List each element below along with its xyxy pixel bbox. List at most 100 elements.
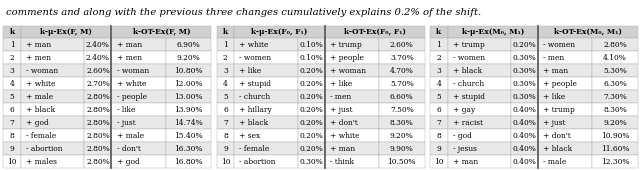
Text: + trump: + trump — [330, 41, 362, 49]
Bar — [298, 155, 325, 168]
Text: 9.90%: 9.90% — [390, 145, 413, 153]
Text: 3: 3 — [436, 67, 441, 75]
Bar — [379, 116, 425, 129]
Text: + black: + black — [452, 67, 482, 75]
Bar — [325, 64, 379, 77]
Text: 2.80%: 2.80% — [86, 119, 110, 127]
Text: + stupid: + stupid — [239, 80, 271, 88]
Bar — [447, 142, 511, 155]
Bar — [325, 142, 379, 155]
Text: 12.00%: 12.00% — [174, 80, 203, 88]
Bar — [592, 64, 638, 77]
Bar — [234, 103, 298, 116]
Text: 0.40%: 0.40% — [513, 119, 536, 127]
Text: 7.50%: 7.50% — [390, 106, 413, 114]
Bar — [234, 116, 298, 129]
Text: 6.90%: 6.90% — [177, 41, 200, 49]
Text: 5: 5 — [436, 93, 441, 101]
Bar — [21, 116, 84, 129]
Bar — [430, 103, 447, 116]
Text: 0.20%: 0.20% — [300, 67, 323, 75]
Text: + men: + men — [116, 54, 141, 62]
Bar — [216, 116, 234, 129]
Bar — [325, 77, 379, 90]
Bar — [379, 142, 425, 155]
Bar — [234, 38, 298, 52]
Text: + god: + god — [116, 158, 140, 166]
Bar — [430, 77, 447, 90]
Bar — [3, 64, 21, 77]
Bar — [3, 77, 21, 90]
Text: - jesus: - jesus — [452, 145, 477, 153]
Bar — [592, 38, 638, 52]
Text: 8: 8 — [223, 132, 228, 140]
Text: 0.20%: 0.20% — [513, 41, 536, 49]
Text: 2.80%: 2.80% — [86, 93, 110, 101]
Text: + black: + black — [543, 145, 572, 153]
Bar — [111, 90, 166, 103]
Text: - abortion: - abortion — [239, 158, 276, 166]
Bar — [511, 52, 538, 64]
Bar — [538, 103, 592, 116]
Text: 5.30%: 5.30% — [604, 67, 627, 75]
Text: 0.20%: 0.20% — [300, 145, 323, 153]
Text: + gay: + gay — [452, 106, 475, 114]
Bar — [447, 155, 511, 168]
Text: - people: - people — [116, 93, 147, 101]
Bar — [166, 64, 211, 77]
Text: + man: + man — [543, 67, 568, 75]
Text: + woman: + woman — [330, 67, 366, 75]
Text: + man: + man — [330, 145, 355, 153]
Text: + people: + people — [330, 54, 364, 62]
Bar — [325, 155, 379, 168]
Bar — [3, 129, 21, 142]
Bar — [298, 116, 325, 129]
Bar — [447, 26, 538, 38]
Bar — [430, 38, 447, 52]
Text: 9: 9 — [10, 145, 15, 153]
Text: + black: + black — [26, 106, 55, 114]
Bar — [166, 52, 211, 64]
Bar — [447, 90, 511, 103]
Bar — [511, 64, 538, 77]
Text: 0.20%: 0.20% — [300, 132, 323, 140]
Bar — [111, 142, 166, 155]
Bar — [166, 103, 211, 116]
Bar — [234, 64, 298, 77]
Text: 6: 6 — [436, 106, 441, 114]
Bar — [166, 155, 211, 168]
Bar — [511, 77, 538, 90]
Text: 4.70%: 4.70% — [390, 67, 414, 75]
Text: 8.30%: 8.30% — [604, 106, 627, 114]
Text: 16.30%: 16.30% — [174, 145, 203, 153]
Bar — [447, 116, 511, 129]
Bar — [430, 155, 447, 168]
Bar — [430, 90, 447, 103]
Text: 9: 9 — [436, 145, 441, 153]
Text: + racist: + racist — [452, 119, 483, 127]
Bar — [538, 77, 592, 90]
Bar — [216, 129, 234, 142]
Text: + god: + god — [26, 119, 49, 127]
Bar — [298, 38, 325, 52]
Bar — [430, 116, 447, 129]
Bar — [21, 64, 84, 77]
Text: 0.40%: 0.40% — [513, 106, 536, 114]
Bar — [538, 129, 592, 142]
Bar — [511, 142, 538, 155]
Text: 2.40%: 2.40% — [86, 54, 110, 62]
Text: - female: - female — [239, 145, 269, 153]
Bar — [592, 129, 638, 142]
Text: - women: - women — [452, 54, 484, 62]
Text: - church: - church — [452, 80, 484, 88]
Bar — [298, 129, 325, 142]
Text: + white: + white — [239, 41, 269, 49]
Text: 2.60%: 2.60% — [86, 67, 110, 75]
Bar — [216, 52, 234, 64]
Text: 2: 2 — [223, 54, 228, 62]
Text: + man: + man — [116, 41, 142, 49]
Text: + don't: + don't — [543, 132, 571, 140]
Bar — [84, 90, 111, 103]
Text: - male: - male — [543, 158, 566, 166]
Text: + males: + males — [26, 158, 57, 166]
